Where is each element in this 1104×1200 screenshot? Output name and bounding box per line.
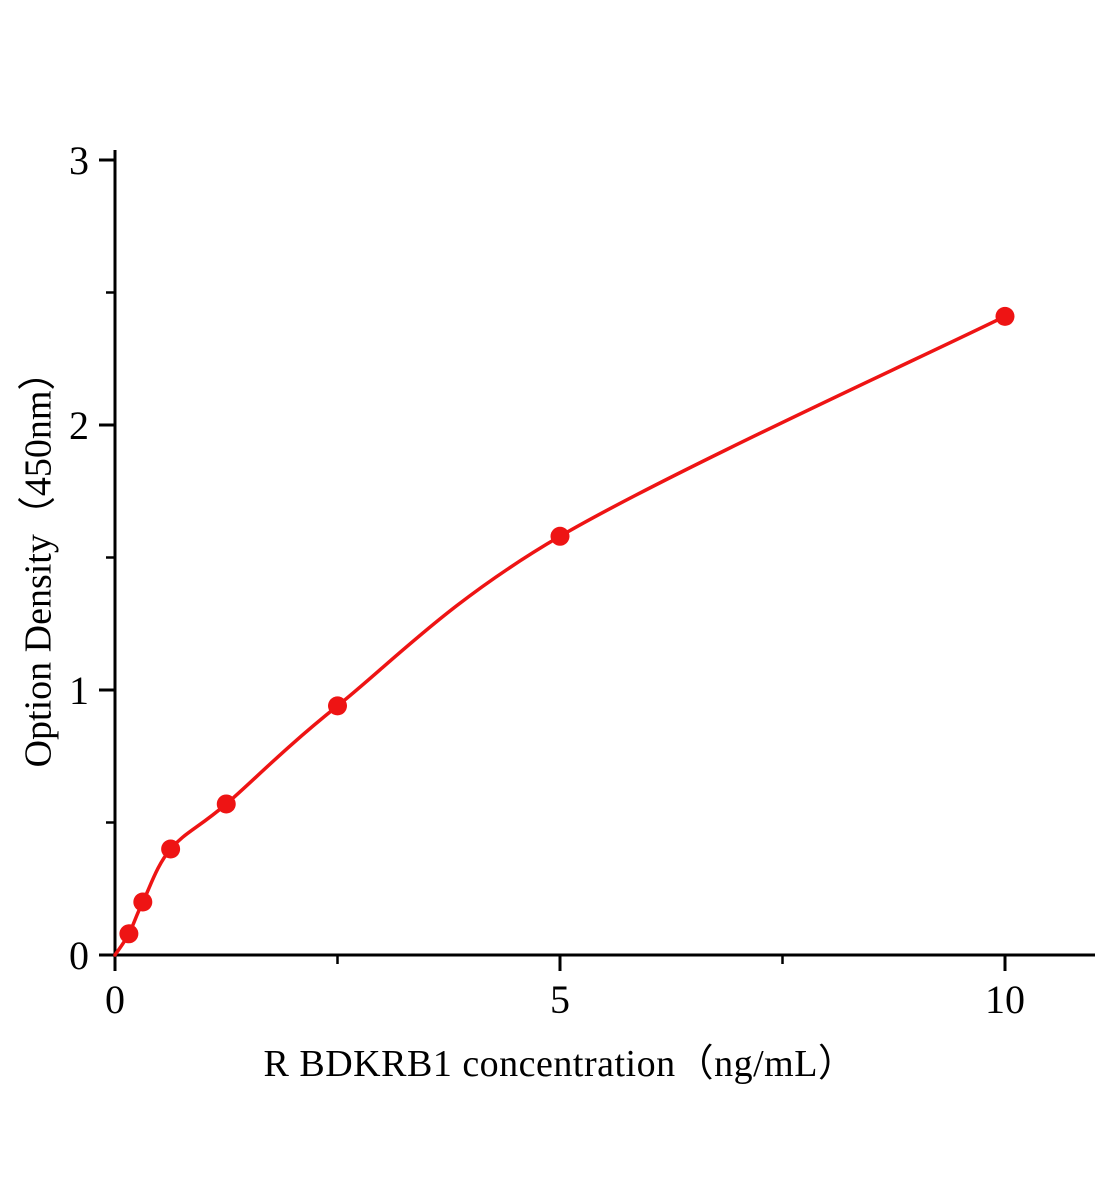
y-tick-label: 2: [69, 403, 89, 448]
y-tick-label: 0: [69, 933, 89, 978]
data-point: [328, 696, 347, 716]
data-point: [133, 892, 153, 912]
data-point: [995, 306, 1015, 326]
standard-curve-line: [113, 314, 1007, 957]
x-tick-label: 10: [985, 977, 1025, 1022]
y-tick-label: 3: [69, 138, 89, 183]
data-point: [161, 839, 181, 859]
data-point: [216, 794, 236, 814]
y-axis-title: Option Density（450nm）: [17, 352, 60, 768]
data-point: [550, 526, 570, 546]
data-point: [119, 924, 139, 944]
x-tick-label: 0: [105, 977, 125, 1022]
y-tick-label: 1: [69, 668, 89, 713]
x-tick-label: 5: [550, 977, 570, 1022]
x-axis-title: R BDKRB1 concentration（ng/mL）: [263, 1043, 857, 1085]
